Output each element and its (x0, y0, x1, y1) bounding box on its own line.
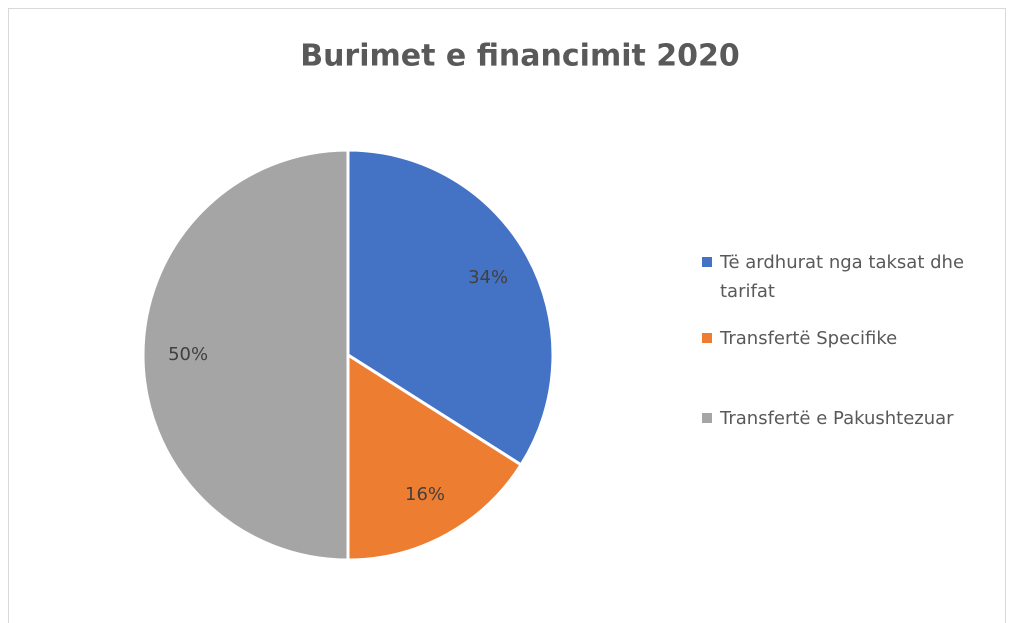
data-label: 34% (468, 267, 508, 288)
pie-slice (141, 148, 350, 562)
legend-swatch (702, 413, 712, 423)
chart-title: Burimet e financimit 2020 (300, 39, 740, 74)
legend-item: Të ardhurat nga taksat dhe tarifat (702, 248, 1002, 306)
pie-slice (346, 352, 524, 562)
data-label: 50% (168, 344, 208, 365)
legend-item: Transfertë e Pakushtezuar (702, 404, 1002, 433)
chart-frame (8, 8, 1006, 623)
legend-label: Transfertë Specifike (720, 328, 898, 349)
legend-label: Të ardhurat nga taksat dhe tarifat (720, 252, 965, 302)
legend-item: Transfertë Specifike (702, 324, 1002, 353)
legend-swatch (702, 333, 712, 343)
legend-swatch (702, 257, 712, 267)
legend-label: Transfertë e Pakushtezuar (720, 408, 954, 429)
data-label: 16% (405, 484, 445, 505)
